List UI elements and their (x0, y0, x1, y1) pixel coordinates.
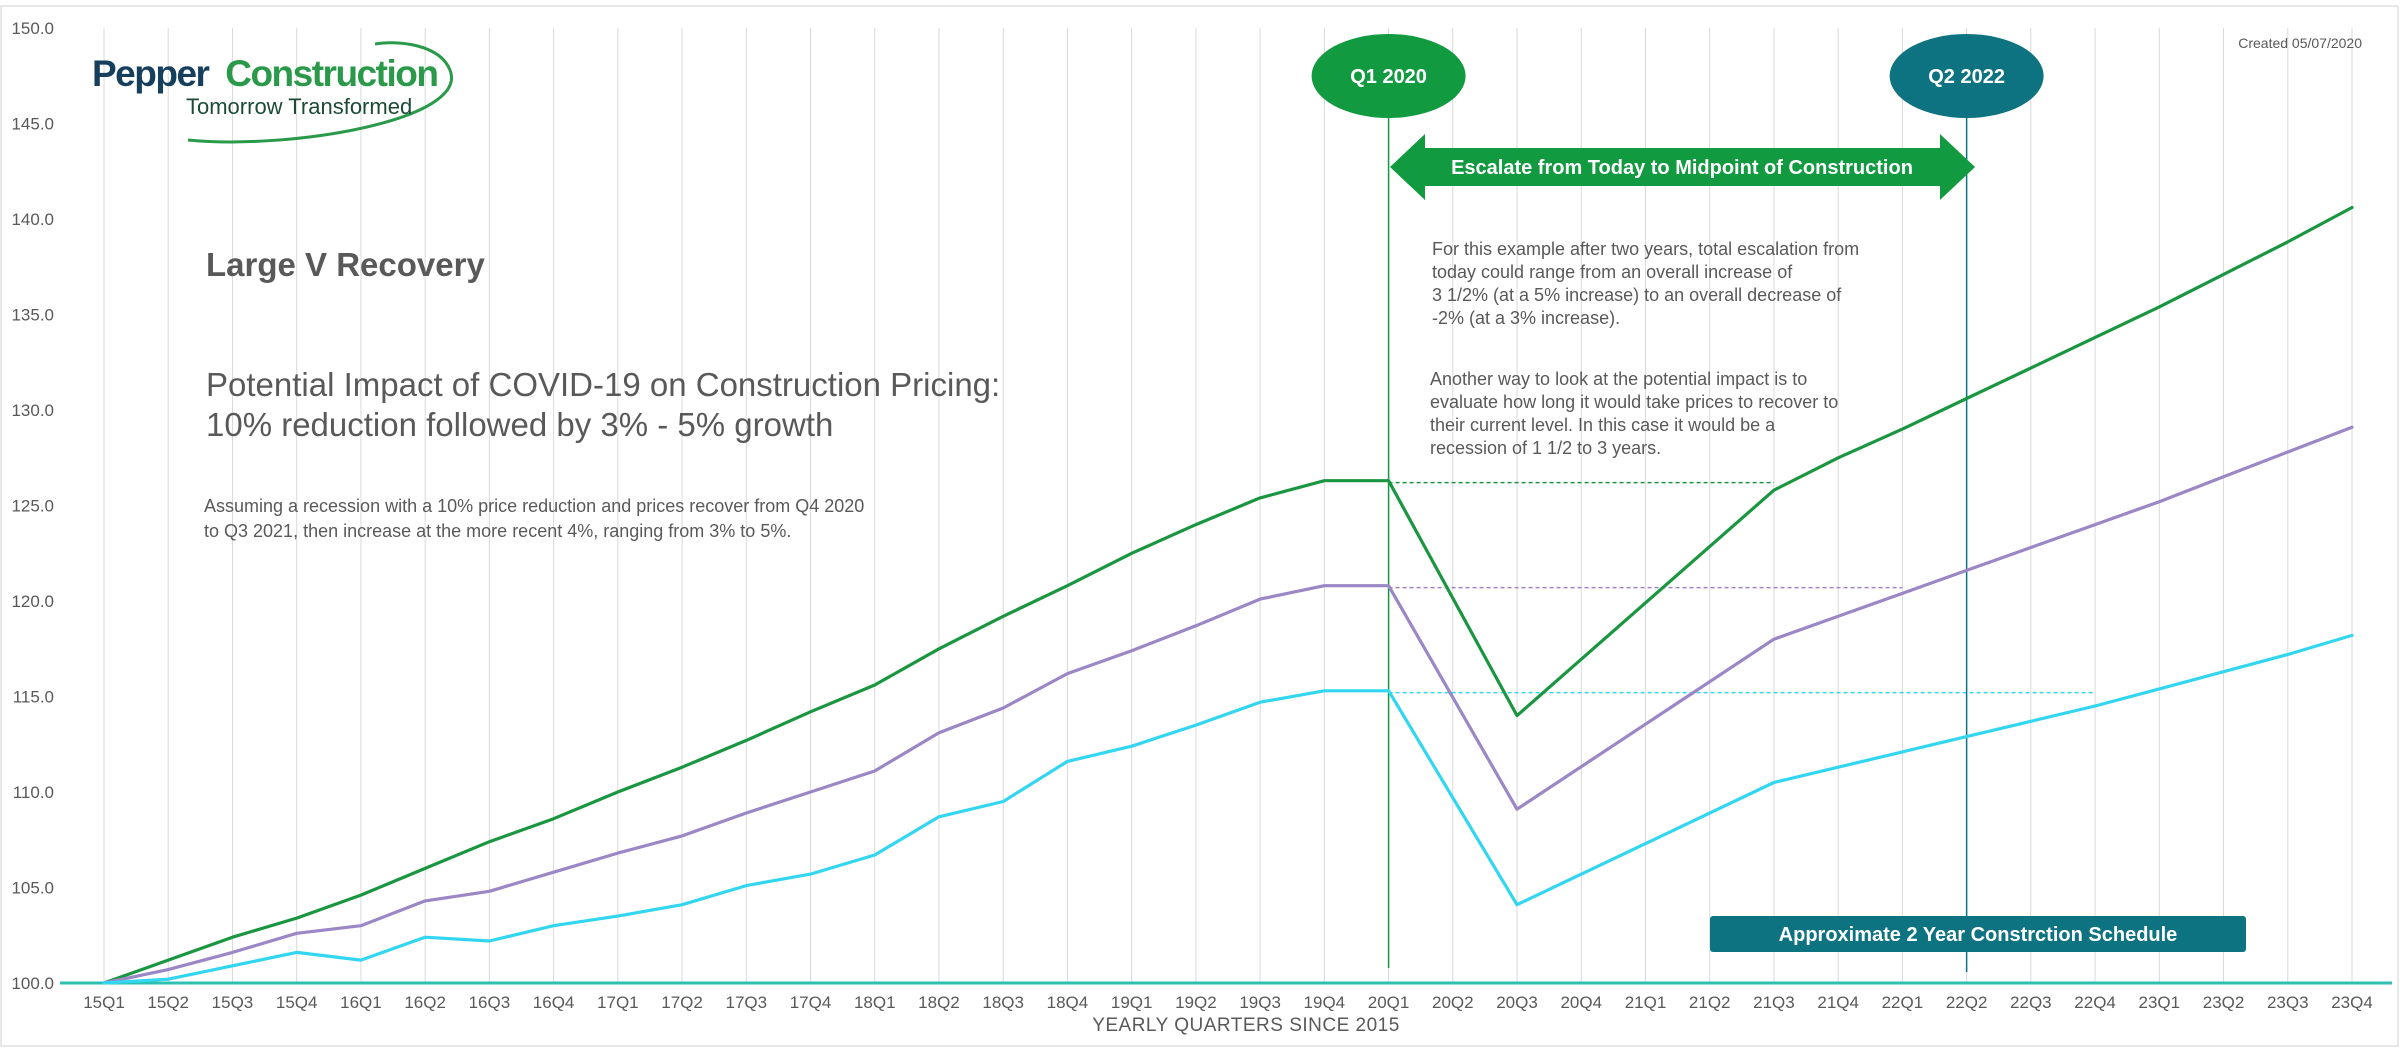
x-axis-title: YEARLY QUARTERS SINCE 2015 (1092, 1015, 1400, 1036)
schedule-box-rect (1710, 916, 2246, 952)
y-axis-ticks: 100.0 105.0 110.0 115.0 120.0 125.0 130.0 135.0… (11, 19, 54, 993)
subtitle-line-1: Potential Impact of COVID-19 on Construc… (206, 366, 1000, 403)
series-line-low (102, 633, 2354, 985)
q1-2020-marker-ellipse (1311, 34, 1466, 118)
note2-line-4: recession of 1 1/2 to 3 years. (1430, 438, 1661, 458)
y-tick-label: 145.0 (11, 115, 54, 134)
series-line-high (102, 205, 2354, 985)
logo-swoosh (187, 41, 454, 144)
y-tick-label: 150.0 (11, 19, 54, 38)
subtitle-line-2: 10% reduction followed by 3% - 5% growth (206, 406, 833, 443)
logo-word-construction: Construction (225, 53, 437, 94)
x-tick-label-20Q3: 20Q3 (1496, 993, 1538, 1012)
note-recovery: Another way to look at the potential imp… (1430, 369, 1838, 458)
x-tick-label-16Q1: 16Q1 (340, 993, 382, 1012)
y-tick-label: 130.0 (11, 401, 54, 420)
note1-line-4: -2% (at a 3% increase). (1432, 308, 1620, 328)
x-tick-label-22Q2: 22Q2 (1946, 993, 1988, 1012)
y-tick-label: 120.0 (11, 592, 54, 611)
note1-line-1: For this example after two years, total … (1432, 239, 1859, 259)
x-tick-label-17Q3: 17Q3 (725, 993, 767, 1012)
x-tick-label-19Q2: 19Q2 (1175, 993, 1217, 1012)
x-tick-label-23Q2: 23Q2 (2203, 993, 2245, 1012)
note2-line-1: Another way to look at the potential imp… (1430, 369, 1807, 389)
note2-line-3: their current level. In this case it wou… (1430, 415, 1776, 435)
x-tick-label-18Q1: 18Q1 (854, 993, 896, 1012)
x-tick-label-20Q1: 20Q1 (1368, 993, 1410, 1012)
escalate-double-arrow-shape (1390, 134, 1975, 200)
y-tick-label: 135.0 (11, 306, 54, 325)
x-tick-label-18Q4: 18Q4 (1047, 993, 1089, 1012)
x-tick-label-16Q2: 16Q2 (404, 993, 446, 1012)
pepper-construction-logo: Pepper Construction Tomorrow Transformed (92, 41, 454, 144)
series-line-mid (102, 425, 2354, 985)
escalate-arrow-label: Escalate from Today to Midpoint of Const… (1451, 157, 1913, 179)
y-tick-label: 100.0 (11, 974, 54, 993)
x-tick-label-21Q1: 21Q1 (1625, 993, 1667, 1012)
note1-line-2: today could range from an overall increa… (1432, 262, 1793, 282)
y-tick-label: 105.0 (11, 879, 54, 898)
x-tick-label-22Q4: 22Q4 (2074, 993, 2116, 1012)
x-tick-label-17Q2: 17Q2 (661, 993, 703, 1012)
y-tick-label: 140.0 (11, 210, 54, 229)
q2-2022-marker: Q2 2022 (1889, 34, 2044, 118)
assumption-line-1: Assuming a recession with a 10% price re… (204, 496, 864, 516)
note-escalation: For this example after two years, total … (1432, 239, 1859, 328)
x-tick-label-15Q1: 15Q1 (83, 993, 125, 1012)
x-tick-label-15Q4: 15Q4 (276, 993, 318, 1012)
headline: Large V Recovery (206, 246, 485, 283)
escalate-arrow: Escalate from Today to Midpoint of Const… (1390, 134, 1975, 200)
x-tick-label-17Q4: 17Q4 (790, 993, 832, 1012)
note2-line-2: evaluate how long it would take prices t… (1430, 392, 1838, 412)
logo-tagline: Tomorrow Transformed (186, 94, 412, 119)
x-tick-label-21Q2: 21Q2 (1689, 993, 1731, 1012)
schedule-box-label: Approximate 2 Year Constrction Schedule (1779, 924, 2178, 946)
y-tick-label: 110.0 (13, 783, 54, 802)
x-axis-ticks: 15Q1 15Q2 15Q3 15Q4 16Q1 16Q2 16Q3 16Q4 17Q1 17Q2… (83, 993, 2373, 1012)
reference-lines (1388, 481, 2096, 694)
created-note: Created 05/07/2020 (2238, 35, 2362, 51)
x-tick-label-19Q3: 19Q3 (1239, 993, 1281, 1012)
assumption-line-2: to Q3 2021, then increase at the more re… (204, 521, 791, 541)
x-tick-label-21Q4: 21Q4 (1817, 993, 1859, 1012)
q1-2020-marker-label: Q1 2020 (1350, 66, 1427, 88)
x-tick-label-15Q2: 15Q2 (147, 993, 189, 1012)
x-tick-label-17Q1: 17Q1 (597, 993, 639, 1012)
q1-2020-marker: Q1 2020 (1311, 34, 1466, 118)
x-tick-label-16Q3: 16Q3 (469, 993, 511, 1012)
x-tick-label-15Q3: 15Q3 (212, 993, 254, 1012)
x-tick-label-19Q1: 19Q1 (1111, 993, 1153, 1012)
y-tick-label: 115.0 (13, 688, 54, 707)
schedule-box: Approximate 2 Year Constrction Schedule (1710, 916, 2246, 952)
x-tick-label-16Q4: 16Q4 (533, 993, 575, 1012)
x-tick-label-23Q3: 23Q3 (2267, 993, 2309, 1012)
data-series (102, 205, 2354, 985)
x-tick-label-20Q4: 20Q4 (1560, 993, 1602, 1012)
x-tick-label-22Q1: 22Q1 (1882, 993, 1924, 1012)
x-tick-label-20Q2: 20Q2 (1432, 993, 1474, 1012)
q2-2022-marker-ellipse (1889, 34, 2044, 118)
x-tick-label-22Q3: 22Q3 (2010, 993, 2052, 1012)
x-tick-label-23Q4: 23Q4 (2331, 993, 2373, 1012)
chart-border (0, 5, 2399, 1047)
x-tick-label-18Q2: 18Q2 (918, 993, 960, 1012)
x-tick-label-23Q1: 23Q1 (2139, 993, 2181, 1012)
y-tick-label: 125.0 (11, 497, 54, 516)
x-tick-label-18Q3: 18Q3 (982, 993, 1024, 1012)
note1-line-3: 3 1/2% (at a 5% increase) to an overall … (1432, 285, 1842, 305)
svg-text:Pepper Construction: Pepper Construction (92, 53, 437, 94)
logo-word-pepper: Pepper (92, 53, 210, 94)
q2-2022-marker-label: Q2 2022 (1928, 66, 2005, 88)
x-tick-label-19Q4: 19Q4 (1304, 993, 1346, 1012)
x-tick-label-21Q3: 21Q3 (1753, 993, 1795, 1012)
